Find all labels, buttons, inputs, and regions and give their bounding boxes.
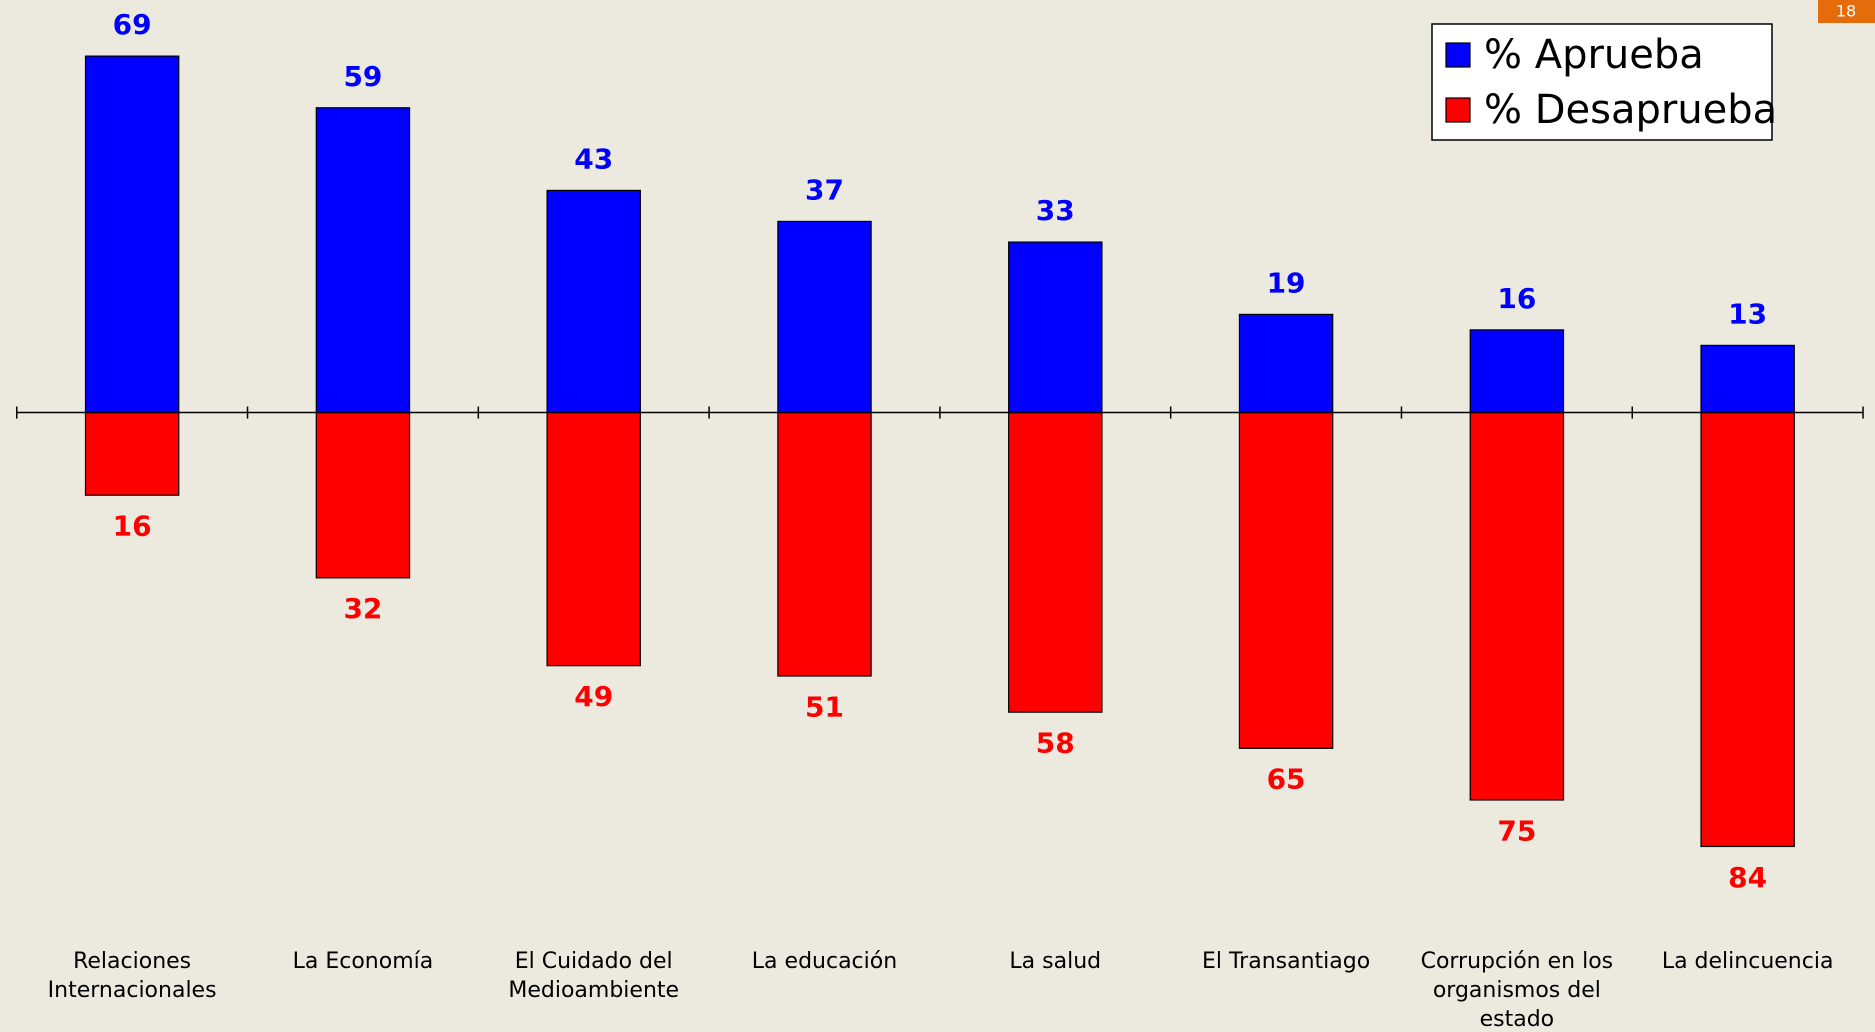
x-tick-label: La educación bbox=[751, 949, 898, 975]
value-label: 75 bbox=[1497, 814, 1536, 847]
value-label: 16 bbox=[1497, 282, 1536, 315]
value-label: 16 bbox=[113, 509, 152, 542]
legend-label: % Desaprueba bbox=[1484, 87, 1777, 133]
x-tick-label: El Transantiago bbox=[1201, 949, 1371, 975]
value-label: 49 bbox=[574, 680, 613, 713]
bar bbox=[1008, 411, 1103, 713]
bar bbox=[777, 411, 872, 677]
value-label: 32 bbox=[343, 592, 382, 625]
page-number-box bbox=[1818, 0, 1875, 23]
x-tick-label: La salud bbox=[1009, 949, 1102, 975]
legend-swatch bbox=[1445, 42, 1471, 68]
x-tick-label: La Economía bbox=[292, 949, 434, 975]
bar bbox=[546, 189, 641, 414]
value-label: 51 bbox=[805, 690, 844, 723]
bar bbox=[546, 411, 641, 667]
value-label: 59 bbox=[343, 60, 382, 93]
value-label: 13 bbox=[1728, 297, 1767, 330]
legend-label: % Aprueba bbox=[1484, 32, 1704, 78]
bar bbox=[1700, 411, 1795, 848]
bar bbox=[84, 55, 180, 414]
value-label: 69 bbox=[113, 8, 152, 41]
bar bbox=[1700, 344, 1795, 414]
bar bbox=[315, 411, 411, 579]
value-label: 84 bbox=[1728, 861, 1767, 894]
value-label: 43 bbox=[574, 143, 613, 176]
value-label: 58 bbox=[1036, 726, 1075, 759]
bar bbox=[1238, 411, 1334, 749]
value-label: 33 bbox=[1036, 194, 1075, 227]
bar bbox=[1008, 241, 1103, 414]
bar bbox=[1469, 329, 1565, 414]
legend-swatch bbox=[1445, 97, 1471, 123]
bar bbox=[84, 411, 180, 496]
page-number: 18 bbox=[1836, 2, 1856, 21]
x-tick-label: El Cuidado del Medioambiente bbox=[508, 949, 680, 1004]
legend-box bbox=[1431, 23, 1773, 141]
bar bbox=[315, 107, 411, 414]
value-label: 19 bbox=[1267, 267, 1306, 300]
value-label: 37 bbox=[805, 174, 844, 207]
x-tick-label: Relaciones Internacionales bbox=[47, 949, 217, 1004]
bar bbox=[1238, 313, 1334, 414]
bar bbox=[777, 220, 872, 414]
bar bbox=[1469, 411, 1565, 801]
x-tick-label: Corrupción en los organismos del estado bbox=[1420, 949, 1614, 1032]
value-label: 65 bbox=[1267, 763, 1306, 796]
x-tick-label: La delincuencia bbox=[1661, 949, 1834, 975]
